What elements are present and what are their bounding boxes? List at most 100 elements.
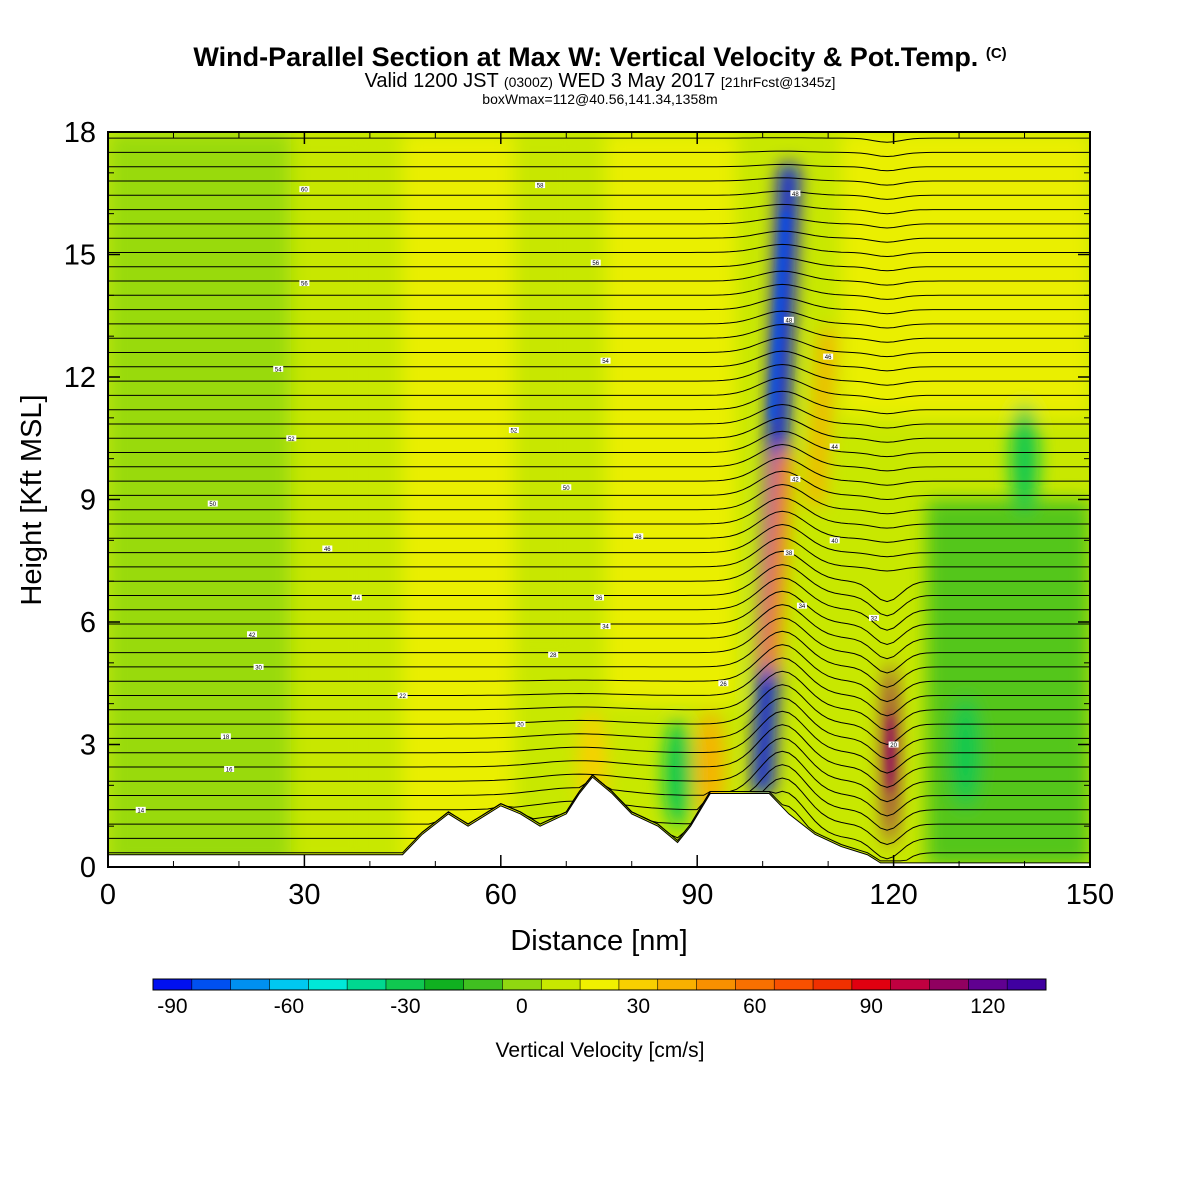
isentrope-line — [108, 604, 1090, 660]
copyright-mark: (C) — [985, 45, 1007, 62]
colorbar-swatch — [230, 979, 270, 990]
chart-title: Wind-Parallel Section at Max W: Vertical… — [193, 42, 1007, 72]
y-tick-label: 6 — [80, 607, 96, 639]
isentrope-line — [108, 657, 1090, 717]
isentrope-label: 26 — [720, 682, 727, 688]
isentrope-line — [108, 577, 1090, 631]
y-tick-label: 15 — [64, 240, 96, 272]
isentrope-line — [108, 644, 1090, 703]
isentrope-labels: 60 58 56 56 54 54 52 52 50 50 48 48 48 46 46 44 44 42 42 40… — [135, 182, 899, 814]
isentrope-line — [108, 550, 1090, 603]
isentrope-line — [108, 283, 1090, 300]
colorbar-tick-label: 30 — [627, 995, 650, 1018]
isentrope-label: 30 — [255, 665, 262, 671]
isentrope-line — [108, 737, 1090, 803]
isentrope-line — [108, 363, 1090, 386]
colorbar-swatch — [153, 979, 193, 990]
x-tick-label: 60 — [485, 879, 517, 911]
box-info: boxWmax=112@40.56,141.34,1358m — [482, 91, 718, 107]
isentrope-line — [108, 270, 1090, 286]
isentrope-label: 34 — [602, 625, 609, 631]
isentrope-line — [108, 483, 1090, 515]
isentrope-line — [108, 323, 1090, 343]
isentrope-label: 38 — [786, 551, 793, 557]
isentrope-line — [108, 724, 1090, 788]
colorbar-swatch — [424, 979, 464, 990]
updraft-band — [807, 328, 837, 508]
colorbar-swatch — [308, 979, 348, 990]
colorbar-swatch — [191, 979, 231, 990]
colorbar-swatch — [813, 979, 853, 990]
colorbar-swatch — [735, 979, 775, 990]
colorbar-tick-label: -60 — [274, 995, 304, 1018]
colorbar-swatch — [657, 979, 697, 990]
isentrope-label: 42 — [249, 633, 256, 639]
x-tick-label: 0 — [100, 879, 116, 911]
colorbar-tick-label: 90 — [860, 995, 883, 1018]
colorbar-swatch — [929, 979, 969, 990]
valid-time: Valid 1200 JST — [364, 70, 499, 92]
x-tick-label: 90 — [681, 879, 713, 911]
isentrope-line — [108, 403, 1090, 429]
isentrope-line — [108, 377, 1090, 401]
colorbar-swatch — [502, 979, 542, 990]
y-tick-label: 9 — [80, 485, 96, 517]
downdraft-cell — [663, 718, 692, 829]
colorbar-swatch — [851, 979, 891, 990]
colorbar-swatch — [269, 979, 309, 990]
isentrope-line — [108, 750, 1090, 817]
colorbar-swatch — [347, 979, 387, 990]
isentrope-line — [108, 137, 1090, 143]
isentrope-label: 58 — [537, 184, 544, 190]
isentrope-label: 60 — [301, 188, 308, 194]
isentrope-label: 22 — [399, 694, 406, 700]
colorbar-swatch — [463, 979, 503, 990]
colorbar-swatch — [890, 979, 930, 990]
downdraft-cell — [1010, 403, 1039, 514]
isentrope-line — [108, 417, 1090, 443]
isentrope-line — [108, 297, 1090, 315]
colorbar: -90 -60 -30 0 30 60 90 120 — [152, 978, 1047, 1018]
isentrope-line — [108, 150, 1090, 158]
isentrope-label: 56 — [301, 282, 308, 288]
isentrope-line — [108, 230, 1090, 243]
isentrope-line — [108, 510, 1090, 543]
isentrope-line — [108, 697, 1090, 760]
isentrope-line — [108, 443, 1090, 472]
y-tick-label: 12 — [64, 362, 96, 394]
isentrope-line — [108, 684, 1090, 746]
isentrope-line — [108, 617, 1090, 674]
colorbar-tick-label: -30 — [390, 995, 420, 1018]
isentrope-label: 50 — [563, 486, 570, 492]
isentrope-lines — [108, 137, 1090, 862]
chart-subtitle: Valid 1200 JST (0300Z) WED 3 May 2017 [2… — [0, 70, 1200, 93]
isentrope-label: 50 — [209, 502, 216, 508]
colorbar-tick-label: -90 — [157, 995, 187, 1018]
y-axis-label: Height [Kft MSL] — [16, 394, 48, 605]
isentrope-label: 48 — [786, 318, 793, 324]
isentrope-line — [108, 630, 1090, 688]
isentrope-line — [108, 523, 1090, 558]
isentrope-label: 34 — [799, 604, 806, 610]
isentrope-label: 16 — [226, 768, 233, 774]
isentrope-label: 28 — [550, 653, 557, 659]
updraft-band — [761, 450, 791, 671]
colorbar-swatch — [385, 979, 426, 990]
isentrope-label: 14 — [137, 808, 144, 814]
colorbar-swatch — [968, 979, 1008, 990]
colorbar-tick-label: 0 — [516, 995, 528, 1018]
isentrope-line — [108, 710, 1090, 774]
isentrope-line — [108, 590, 1090, 646]
isentrope-line — [108, 217, 1090, 229]
colorbar-swatch — [580, 979, 620, 990]
isentrope-line — [108, 310, 1090, 329]
terrain-mask — [107, 776, 1091, 868]
isentrope-line — [108, 470, 1090, 501]
isentrope-line — [108, 177, 1090, 186]
y-tick-label: 3 — [80, 730, 96, 762]
isentrope-label: 44 — [831, 445, 838, 451]
isentrope-line — [108, 243, 1090, 258]
isentrope-line — [108, 457, 1090, 486]
y-tick-label: 18 — [64, 117, 96, 149]
